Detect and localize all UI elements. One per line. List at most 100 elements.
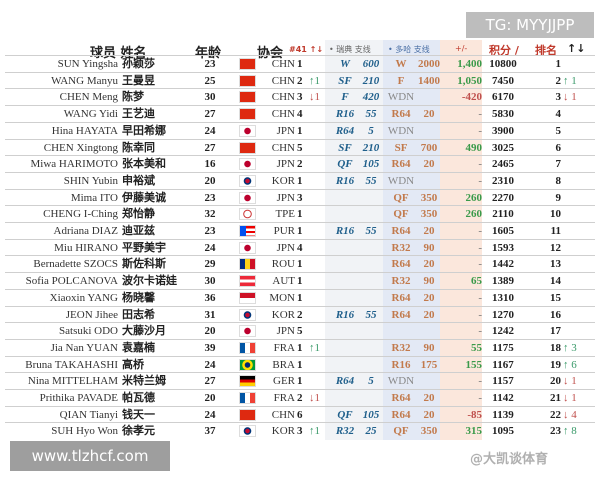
association-code: JPN bbox=[276, 158, 295, 171]
player-name-zh: 平野美宇 bbox=[122, 240, 166, 254]
swedish-points: 210 bbox=[362, 74, 380, 87]
total-points: 1270 bbox=[492, 308, 514, 321]
flag-aut-icon bbox=[239, 275, 256, 288]
association-code: FRA bbox=[273, 341, 295, 354]
total-points: 7450 bbox=[492, 74, 514, 87]
age: 29 bbox=[204, 258, 216, 271]
player-name-en: CHEN Xingtong bbox=[43, 141, 118, 154]
header-swedish: • 瑞典 支线 bbox=[329, 45, 371, 54]
rank-change: ↑ 1 bbox=[563, 74, 577, 87]
table-row: Satsuki ODO 大藤沙月 20 JPN 5 -1242 17 bbox=[5, 322, 595, 339]
player-name-en: Bernadette SZOCS bbox=[33, 258, 118, 271]
player-name-en: Prithika PAVADE bbox=[39, 392, 118, 404]
player-name-zh: 钱天一 bbox=[122, 407, 155, 421]
age: 24 bbox=[204, 241, 216, 254]
points-diff: - bbox=[478, 392, 482, 404]
association-code: CHN bbox=[271, 91, 295, 104]
doha-round: R64 bbox=[391, 225, 411, 237]
association-rank: 1 bbox=[297, 208, 303, 221]
swedish-points: 55 bbox=[365, 308, 377, 321]
age: 30 bbox=[204, 91, 216, 104]
doha-round: WDN bbox=[387, 174, 415, 187]
player-name-zh: 斯佐科斯 bbox=[122, 257, 166, 271]
points-diff: - bbox=[478, 174, 482, 187]
table-row: Nina MITTELHAM 米特兰姆 27 GER 1 R64 5 WDN -1157 20 ↓ … bbox=[5, 372, 595, 389]
rank: 7 bbox=[555, 158, 562, 171]
flag-bra-icon bbox=[239, 358, 256, 371]
doha-round: QF bbox=[393, 208, 409, 221]
swedish-column-bg bbox=[325, 40, 383, 440]
player-name-zh: 王曼昱 bbox=[122, 73, 155, 87]
doha-round: WDN bbox=[387, 91, 415, 104]
age: 36 bbox=[204, 291, 216, 304]
total-points: 1095 bbox=[492, 425, 514, 438]
player-name-en: Miu HIRANO bbox=[54, 241, 118, 254]
player-name-en: WANG Yidi bbox=[63, 108, 118, 121]
doha-round: R32 bbox=[391, 341, 411, 354]
doha-round: R64 bbox=[391, 258, 411, 271]
doha-points: 2000 bbox=[418, 58, 440, 70]
swedish-round: QF bbox=[337, 158, 353, 171]
flag-jpn-icon bbox=[239, 241, 256, 254]
association-code: FRA bbox=[273, 392, 295, 404]
rank-change: ↑ 3 bbox=[563, 341, 577, 354]
swedish-points: 55 bbox=[365, 108, 377, 121]
player-name-zh: 张本美和 bbox=[122, 157, 166, 171]
rank-change: ↑ 6 bbox=[563, 358, 577, 371]
doha-round: QF bbox=[393, 191, 409, 204]
total-points: 1442 bbox=[492, 258, 514, 271]
total-points: 1139 bbox=[492, 408, 514, 421]
points-diff: 65 bbox=[471, 275, 482, 288]
association-rank: 1 bbox=[297, 375, 303, 388]
points-diff: - bbox=[478, 158, 482, 171]
flag-fra-icon bbox=[239, 341, 256, 354]
player-name-en: Xiaoxin YANG bbox=[49, 291, 118, 304]
table-row: CHENG I-Ching 郑怡静 32 TPE 1 QF 350 260 2110 10 bbox=[5, 205, 595, 222]
total-points: 1142 bbox=[492, 392, 514, 404]
total-points: 1157 bbox=[492, 375, 514, 388]
swedish-points: 5 bbox=[368, 375, 374, 388]
association-code: CHN bbox=[271, 408, 295, 421]
flag-jpn-icon bbox=[239, 325, 256, 338]
association-code: JPN bbox=[276, 241, 295, 254]
points-diff: - bbox=[478, 241, 482, 254]
header-points: 积分 / bbox=[489, 44, 519, 57]
doha-round: R64 bbox=[391, 392, 411, 404]
player-name-en: Bruna TAKAHASHI bbox=[25, 358, 118, 371]
rank: 9 bbox=[555, 191, 562, 204]
points-diff: - bbox=[478, 325, 482, 338]
swedish-round: R32 bbox=[335, 425, 355, 438]
swedish-round: R64 bbox=[335, 375, 355, 388]
flag-pur-icon bbox=[239, 225, 256, 237]
total-points: 6170 bbox=[492, 91, 514, 104]
header-player: 球员 姓名 bbox=[90, 46, 147, 61]
swedish-round: R16 bbox=[335, 108, 355, 121]
association-rank: 1 bbox=[297, 225, 303, 237]
points-diff: 155 bbox=[465, 358, 483, 371]
points-diff: -85 bbox=[467, 408, 482, 421]
association-rank: 1 bbox=[297, 341, 303, 354]
age: 20 bbox=[204, 392, 216, 404]
total-points: 2310 bbox=[492, 174, 514, 187]
association-rank: 2 bbox=[297, 308, 303, 321]
table-row: SHIN Yubin 申裕斌 20 KOR 1 R16 55 WDN -2310 8 bbox=[5, 171, 595, 189]
association-rank-change: ↑1 bbox=[309, 425, 320, 438]
table-row: JEON Jihee 田志希 31 KOR 2 R16 55 R64 20 -1270 16 bbox=[5, 305, 595, 323]
header-diff: +/- bbox=[455, 44, 468, 53]
swedish-points: 55 bbox=[365, 174, 377, 187]
rank: 15 bbox=[550, 291, 561, 304]
rank: 5 bbox=[555, 124, 562, 137]
association-rank: 1 bbox=[297, 258, 303, 271]
doha-round: R32 bbox=[391, 241, 411, 254]
doha-round: R16 bbox=[391, 358, 411, 371]
points-diff: - bbox=[478, 375, 482, 388]
doha-points: 350 bbox=[420, 425, 438, 438]
table-row: WANG Yidi 王艺迪 27 CHN 4 R16 55 R64 20-5830 4 bbox=[5, 105, 595, 122]
doha-points: 20 bbox=[423, 158, 435, 171]
player-name-en: Jia Nan YUAN bbox=[50, 341, 118, 354]
player-name-zh: 迪亚兹 bbox=[122, 224, 155, 237]
points-diff: - bbox=[478, 291, 482, 304]
age: 25 bbox=[204, 74, 216, 87]
association-rank-change: ↓1 bbox=[309, 392, 320, 404]
association-rank: 5 bbox=[297, 141, 303, 154]
